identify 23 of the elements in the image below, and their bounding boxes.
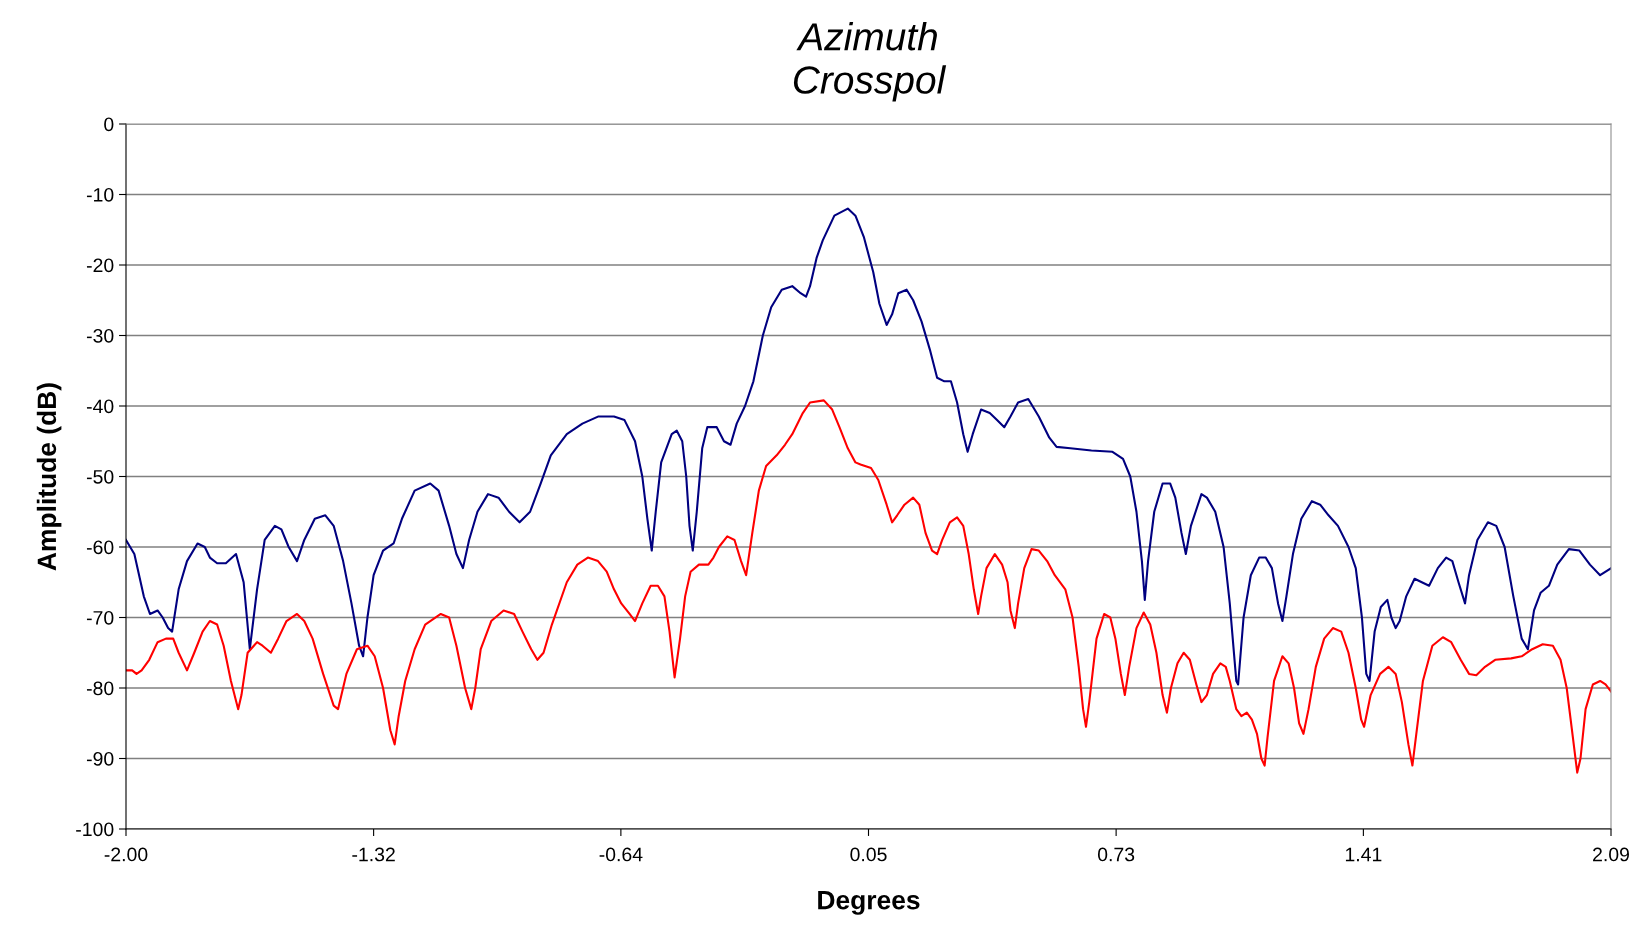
y-tick-label: -70 — [86, 610, 114, 625]
x-tick-label: -0.64 — [599, 847, 643, 862]
x-tick-label: 1.41 — [1345, 847, 1382, 862]
y-tick-label: -80 — [86, 681, 114, 696]
line-series — [126, 399, 1611, 774]
line-series — [126, 207, 1611, 686]
x-tick-label: 0.73 — [1097, 847, 1135, 862]
y-tick-label: -90 — [86, 751, 114, 766]
y-axis-title: Amplitude (dB) — [36, 383, 62, 571]
y-tick-label: -30 — [86, 328, 114, 343]
y-tick-label: -20 — [86, 258, 114, 273]
y-tick-label: -100 — [76, 822, 114, 837]
x-tick-label: 0.05 — [850, 847, 887, 862]
y-tick-label: -50 — [86, 469, 114, 484]
chart-title: Azimuth Crosspol — [793, 21, 947, 102]
y-tick-label: -40 — [86, 399, 114, 414]
x-tick-label: -1.32 — [352, 847, 395, 862]
x-tick-label: -2.00 — [104, 847, 148, 862]
y-tick-label: 0 — [104, 117, 114, 132]
y-tick-label: -60 — [86, 540, 114, 555]
y-tick-label: -10 — [86, 187, 114, 202]
x-axis-title: Degrees — [818, 891, 920, 915]
x-tick-label: 2.09 — [1593, 847, 1629, 862]
